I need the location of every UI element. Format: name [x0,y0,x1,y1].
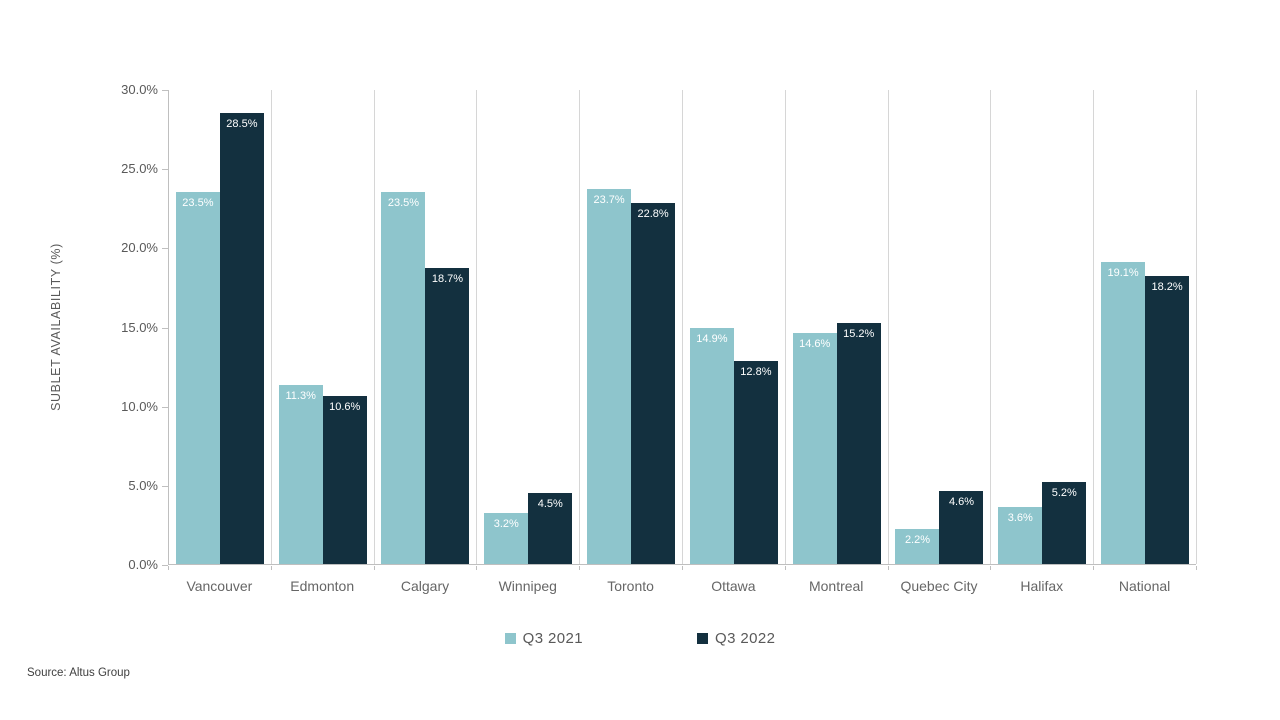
x-tick-mark [887,566,889,570]
bar-value-label: 3.2% [493,518,519,531]
x-label-quebec-city: Quebec City [900,578,978,594]
x-tick-mark [168,566,169,570]
y-tick-label-25.0%: 25.0% [121,161,158,177]
bar-value-label: 15.2% [843,328,875,341]
bar-q3-2021-edmonton: 11.3% [278,385,323,564]
y-tick-mark [162,248,168,250]
category-pane-ottawa: 14.9% 12.8% [683,90,786,564]
x-label-national: National [1118,578,1171,594]
bar-q3-2022-toronto: 22.8% [631,203,676,564]
legend-item-q3-2021: Q3 2021 [504,630,583,647]
bar-value-label: 4.5% [537,497,563,510]
category-pane-halifax: 3.6% 5.2% [991,90,1095,564]
category-pane-vancouver: 23.5% 28.5% [169,90,272,564]
x-label-halifax: Halifax [1020,578,1064,594]
bar-value-label: 11.3% [285,390,316,403]
legend-swatch-q3-2022 [697,633,708,644]
bar-q3-2021-winnipeg: 3.2% [484,513,529,564]
category-pane-quebec-city: 2.2% 4.6% [889,90,992,564]
bar-q3-2021-calgary: 23.5% [381,191,426,564]
y-tick-label-5.0%: 5.0% [128,477,158,493]
x-tick-mark [579,566,581,570]
category-pane-montreal: 14.6% 15.2% [786,90,889,564]
bar-q3-2022-halifax: 5.2% [1042,481,1087,564]
category-pane-edmonton: 11.3% 10.6% [272,90,375,564]
x-label-montreal: Montreal [808,578,864,594]
x-tick-mark [682,566,683,570]
bar-value-label: 18.7% [431,272,464,285]
bar-q3-2021-toronto: 23.7% [587,188,632,564]
bar-q3-2022-vancouver: 28.5% [219,112,264,564]
bar-value-label: 18.2% [1151,280,1183,293]
bar-q3-2021-quebec-city: 2.2% [895,529,940,564]
x-label-ottawa: Ottawa [711,578,756,594]
bar-value-label: 23.5% [387,196,420,209]
x-label-toronto: Toronto [607,578,654,594]
legend-item-q3-2022: Q3 2022 [697,630,775,647]
x-tick-mark [784,566,786,570]
bar-value-label: 28.5% [226,117,258,130]
y-tick-label-15.0%: 15.0% [121,319,158,335]
y-tick-mark [162,406,168,408]
x-axis-labels: Vancouver Edmonton Calgary Winnipeg Toronto O… [168,578,1196,598]
legend-label-q3-2022: Q3 2022 [715,630,776,647]
bar-value-label: 23.5% [182,196,214,209]
bar-value-label: 23.7% [593,193,625,206]
y-tick-mark [162,90,168,91]
bar-value-label: 10.6% [329,401,361,414]
bar-q3-2022-winnipeg: 4.5% [528,492,573,564]
y-tick-mark [162,169,168,171]
source-note: Source: Altus Group [27,667,130,679]
bar-value-label: 5.2% [1051,486,1077,499]
bar-q3-2021-vancouver: 23.5% [175,191,220,564]
x-tick-mark [1093,566,1095,570]
y-tick-mark [162,327,168,329]
bar-q3-2022-montreal: 15.2% [836,323,881,564]
x-tick-mark [270,566,272,570]
y-tick-label-20.0%: 20.0% [121,240,158,256]
bar-q3-2022-national: 18.2% [1145,275,1190,564]
bar-q3-2022-edmonton: 10.6% [322,396,367,564]
bar-value-label: 4.6% [948,496,975,509]
bar-value-label: 14.6% [799,337,831,350]
x-tick-mark [990,566,992,570]
x-label-vancouver: Vancouver [186,578,253,594]
y-tick-mark [162,485,168,487]
bar-value-label: 19.1% [1107,266,1139,279]
x-tick-mark [373,566,375,570]
category-pane-calgary: 23.5% 18.7% [375,90,478,564]
y-tick-label-30.0%: 30.0% [121,82,158,97]
bar-q3-2021-ottawa: 14.9% [689,328,734,564]
bar-value-label: 14.9% [696,333,728,346]
category-pane-national: 19.1% 18.2% [1094,90,1197,564]
legend: Q3 2021 Q3 2022 [0,630,1280,647]
bar-value-label: 22.8% [637,208,669,220]
category-pane-toronto: 23.7% 22.8% [580,90,683,564]
legend-label-q3-2021: Q3 2021 [522,630,583,647]
x-label-winnipeg: Winnipeg [498,578,557,594]
bar-q3-2022-calgary: 18.7% [425,267,470,564]
bar-q3-2021-national: 19.1% [1101,261,1146,564]
legend-swatch-q3-2021 [504,633,516,644]
bar-q3-2022-quebec-city: 4.6% [939,491,984,564]
category-pane-winnipeg: 3.2% 4.5% [477,90,581,564]
y-tick-label-10.0%: 10.0% [121,398,158,414]
x-tick-mark [476,566,478,570]
y-tick-mark [162,565,168,566]
bar-value-label: 3.6% [1007,512,1033,524]
bar-q3-2022-ottawa: 12.8% [733,361,778,564]
bar-value-label: 12.8% [740,366,772,379]
bar-value-label: 2.2% [904,534,931,547]
bar-q3-2021-montreal: 14.6% [792,332,837,564]
y-tick-label-0.0%: 0.0% [128,557,158,572]
x-label-calgary: Calgary [400,578,450,594]
plot-area: 23.5% 28.5% 11.3% 10.6% 23.5% 18.7% 3.2% 4.5% 23… [168,90,1197,565]
x-label-edmonton: Edmonton [290,578,355,594]
bar-q3-2021-halifax: 3.6% [998,507,1043,564]
x-tick-mark [1196,566,1197,570]
